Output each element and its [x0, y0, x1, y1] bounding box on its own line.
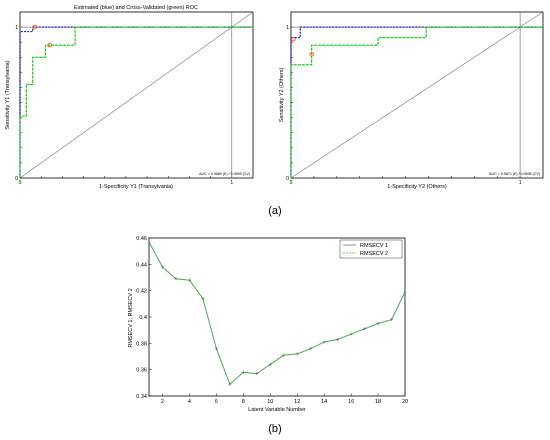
x-axis-label: 1-Specificity Y1 (Transylvania)	[99, 184, 173, 190]
x-tick-label: 18	[375, 399, 381, 405]
series-line-rmsecv-1	[148, 241, 406, 385]
x-axis-label: Latent Variable Number	[248, 407, 306, 413]
y-tick-label: 0.36	[136, 368, 147, 374]
y-tick-label: 0	[15, 176, 18, 182]
x-tick-label: 1	[230, 180, 233, 186]
x-tick-label: 6	[215, 399, 218, 405]
y-tick-label: 1	[286, 25, 289, 31]
series-line-rmsecv-2	[148, 241, 406, 385]
y-tick-label: 0.42	[136, 289, 147, 295]
chart-title: Estimated (blue) and Cross-Validated (gr…	[74, 5, 198, 11]
x-tick-label: 0	[290, 180, 293, 186]
x-tick-label: 4	[188, 399, 191, 405]
y-axis-label: Sensitivity Y2 (Others)	[279, 68, 285, 123]
chance-diagonal	[290, 11, 544, 179]
y-axis-label: Sensitivity Y1 (Transylvania)	[5, 60, 11, 129]
panel-label-a: (a)	[268, 205, 281, 217]
x-tick-label: 20	[402, 399, 408, 405]
estimated-roc-curve	[290, 26, 543, 178]
roc-chart-right: 0 1 0 1 1-Specificity Y2 (Others) Sensitivi…	[279, 11, 544, 190]
y-tick-label: 0.46	[136, 236, 147, 242]
cross-validated-roc-curve	[19, 26, 253, 178]
legend-label-rmsecv-2: RMSECV 2	[360, 251, 388, 257]
x-tick-label: 10	[267, 399, 273, 405]
x-tick-label: 14	[321, 399, 327, 405]
legend-box	[339, 239, 403, 259]
plot-frame	[19, 11, 254, 179]
x-tick-label: 8	[242, 399, 245, 405]
legend-label-rmsecv-1: RMSECV 1	[360, 243, 388, 249]
auc-annotation: AUC = 0.9889 (E) / 0.9599 (CV)	[199, 172, 250, 176]
x-tick-label: 16	[348, 399, 354, 405]
threshold-marker	[32, 24, 38, 30]
panel-label-b: (b)	[268, 423, 281, 435]
threshold-marker	[309, 52, 314, 57]
y-tick-label: 0	[286, 176, 289, 182]
threshold-markers	[32, 24, 52, 48]
threshold-marker	[47, 42, 52, 48]
y-tick-label: 0.44	[136, 262, 147, 268]
x-tick-label: 12	[294, 399, 300, 405]
rmsecv-chart: 2 4 6 8 10 12 14 16 18 20 0.34 0.36 0.38 0.4 0.42 0.44 0…	[128, 236, 408, 413]
x-tick-label: 1	[519, 180, 522, 186]
chance-diagonal	[19, 11, 254, 179]
y-axis-label: RMSECV 1, RMSECV 2	[128, 288, 134, 347]
y-tick-label: 0.34	[136, 394, 147, 400]
x-tick-label: 2	[161, 399, 164, 405]
legend: RMSECV 1 RMSECV 2	[339, 239, 403, 259]
cross-validated-roc-curve	[290, 26, 543, 178]
threshold-marker	[291, 36, 296, 42]
estimated-roc-curve	[19, 26, 253, 178]
auc-annotation: AUC = 0.9871 (E) / 0.9598 (CV)	[489, 172, 540, 176]
x-axis-label: 1-Specificity Y2 (Others)	[387, 184, 447, 190]
series-point-markers	[147, 240, 407, 386]
threshold-markers	[291, 36, 314, 57]
y-tick-label: 0.4	[139, 315, 147, 321]
x-tick-label: 0	[19, 180, 22, 186]
y-tick-label: 0.38	[136, 341, 147, 347]
roc-chart-left: Estimated (blue) and Cross-Validated (gr…	[5, 5, 254, 190]
plot-frame	[148, 237, 406, 397]
y-tick-label: 1	[15, 25, 18, 31]
axis-ticks: 2 4 6 8 10 12 14 16 18 20 0.34 0.36 0.38 0.4 0.42 0.44 0…	[136, 236, 408, 405]
